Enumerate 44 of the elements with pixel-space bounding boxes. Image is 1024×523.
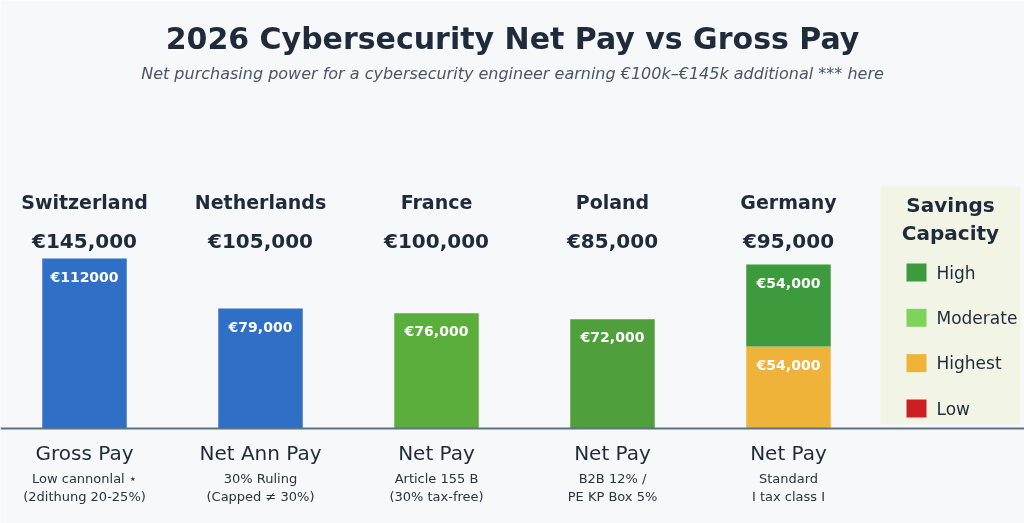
text: €105,000 — [207, 228, 314, 253]
data-label: €79,000 — [227, 318, 293, 335]
text: Net Pay — [750, 440, 828, 465]
text: Net Pay — [398, 440, 476, 465]
text: (Capped ≠ 30%) — [206, 489, 315, 504]
data-label: €72,000 — [579, 329, 645, 346]
text: €85,000 — [565, 228, 659, 253]
text: Article 155 B — [394, 471, 479, 486]
x-tick-label: Switzerland — [21, 190, 148, 213]
bar — [394, 313, 479, 429]
text: Net Ann Pay — [199, 440, 322, 465]
text: €95,000 — [741, 228, 835, 253]
text: €100,000 — [383, 228, 490, 253]
text: PE KP Box 5% — [567, 489, 658, 504]
text: Net Pay — [574, 440, 652, 465]
legend-title: Savings Capacity — [901, 192, 1000, 245]
x-tick-label: Netherlands — [194, 190, 327, 213]
text: 30% Ruling — [223, 471, 298, 486]
legend-label: High — [936, 262, 976, 283]
data-label: €112000 — [49, 268, 119, 285]
chart-title: 2026 Cybersecurity Net Pay vs Gross Pay — [165, 21, 860, 56]
bar — [42, 258, 127, 429]
text: €145,000 — [31, 228, 138, 253]
text: (2dithung 20-25%) — [23, 489, 146, 504]
bar — [746, 264, 831, 347]
bar — [746, 346, 831, 429]
text: Low cannonlal ⋆ — [32, 471, 137, 486]
text: Standard — [758, 471, 819, 486]
chart-subtitle: Net purchasing power for a cybersecurity engineer earning €100k–€145k additional *** here — [141, 64, 884, 83]
x-tick-label: France — [400, 190, 473, 213]
text: (30% tax-free) — [389, 489, 484, 504]
text: B2B 12% / — [578, 471, 647, 486]
data-label: €54,000 — [755, 274, 821, 291]
text: Gross Pay — [35, 440, 134, 465]
x-tick-label: Poland — [575, 190, 650, 213]
x-tick-label: Germany — [740, 190, 838, 213]
data-label: €76,000 — [403, 323, 469, 340]
legend-label: Highest — [936, 353, 1002, 374]
bar — [570, 319, 655, 429]
bar — [218, 308, 303, 429]
data-label: €54,000 — [755, 356, 821, 373]
legend-label: Low — [936, 398, 971, 419]
legend-label: Moderate — [936, 307, 1018, 328]
text: I tax class I — [751, 489, 826, 504]
